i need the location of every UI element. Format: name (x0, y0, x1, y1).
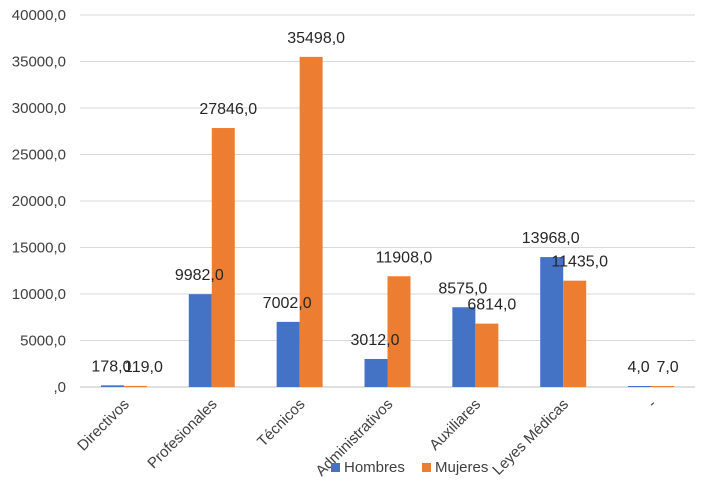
data-label: 3012,0 (351, 332, 400, 349)
data-label: 6814,0 (467, 297, 516, 314)
legend-swatch-hombres (331, 463, 340, 472)
data-label: 119,0 (124, 359, 163, 376)
bar-hombres-1 (188, 294, 212, 387)
bar-hombres-0 (100, 385, 124, 387)
data-label: 7002,0 (263, 295, 312, 312)
bar-mujeres-3 (387, 276, 411, 387)
legend-swatch-mujeres (422, 463, 431, 472)
data-label: 8575,0 (438, 280, 487, 297)
data-label: 7,0 (656, 359, 678, 376)
data-label: 178,0 (91, 358, 131, 375)
y-tick-label: 30000,0 (12, 100, 66, 117)
bar-mujeres-0 (123, 385, 147, 387)
bar-mujeres-6 (651, 386, 675, 387)
data-label: 27846,0 (199, 101, 257, 118)
y-tick-label: 5000,0 (20, 333, 66, 350)
legend-label-mujeres: Mujeres (435, 459, 488, 476)
legend-label-hombres: Hombres (344, 459, 405, 476)
data-label: 13968,0 (522, 230, 580, 247)
bar-mujeres-5 (563, 280, 587, 387)
y-axis-tick-labels: ,0 5000,0 10000,0 15000,0 20000,0 25000,0 3000… (12, 7, 66, 396)
category-label: Auxiliares (426, 396, 484, 454)
category-label: - (644, 396, 660, 412)
bar-hombres-4 (452, 307, 476, 387)
bar-hombres-3 (364, 358, 388, 387)
y-tick-label: 40000,0 (12, 7, 66, 24)
gridlines (80, 14, 695, 388)
y-tick-label: 10000,0 (12, 286, 66, 303)
bar-hombres-2 (276, 321, 300, 387)
bar-hombres-6 (628, 386, 652, 387)
legend: Hombres Mujeres (331, 459, 488, 476)
y-tick-label: 20000,0 (12, 193, 66, 210)
y-tick-label: ,0 (53, 379, 66, 396)
y-tick-label: 35000,0 (12, 54, 66, 71)
y-tick-label: 15000,0 (12, 240, 66, 257)
category-label: Directivos (74, 396, 133, 455)
bar-mujeres-2 (299, 56, 323, 388)
bar-hombres-5 (540, 257, 564, 387)
bar-mujeres-1 (211, 128, 235, 387)
bar-mujeres-4 (475, 323, 499, 387)
data-label: 9982,0 (175, 267, 224, 284)
data-label: 35498,0 (287, 30, 345, 47)
category-label: Profesionales (144, 396, 220, 472)
data-label: 4,0 (627, 359, 649, 376)
bars (100, 56, 675, 388)
y-tick-label: 25000,0 (12, 147, 66, 164)
category-label: Leyes Médicas (489, 396, 572, 479)
data-label: 11908,0 (376, 249, 433, 266)
category-label: Técnicos (254, 396, 308, 450)
data-label: 11435,0 (551, 254, 608, 271)
